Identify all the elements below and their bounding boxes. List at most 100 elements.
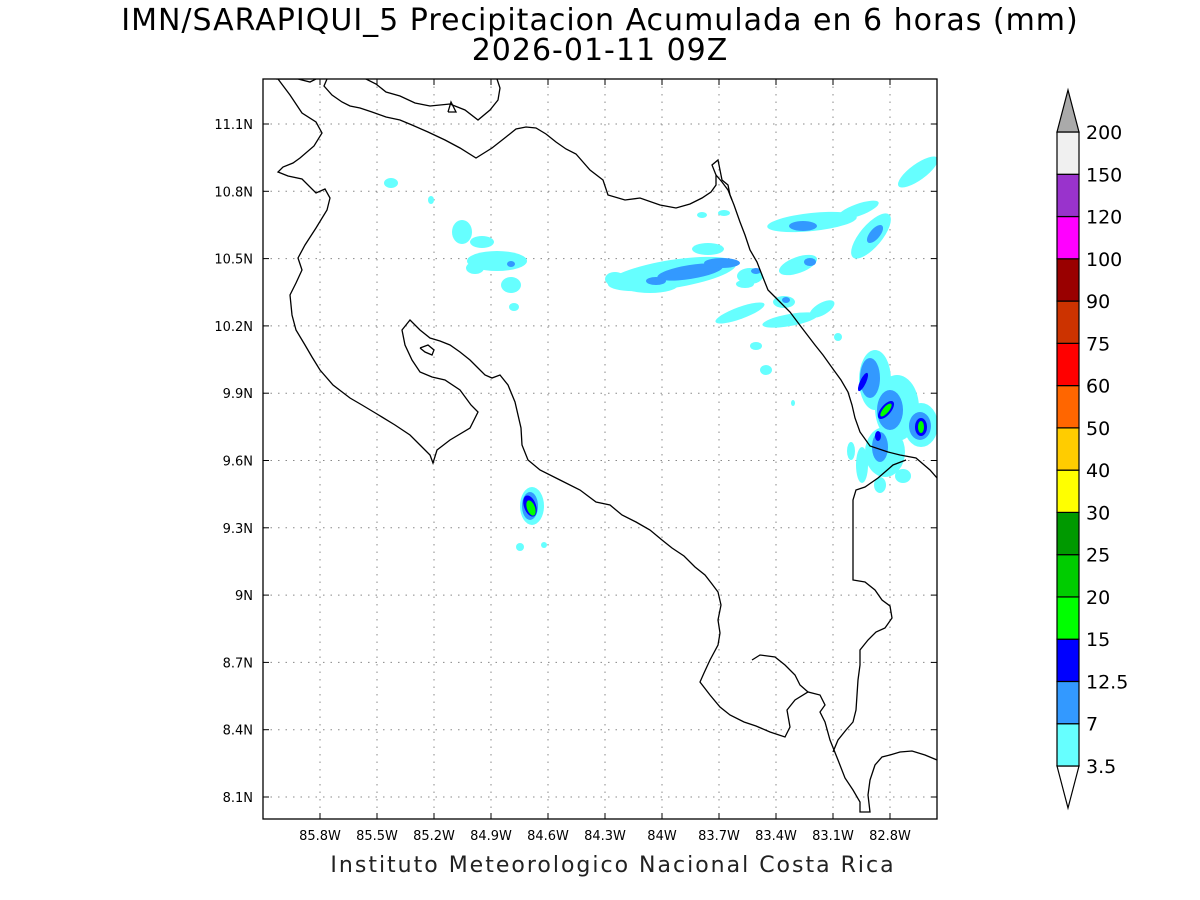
x-tick-label: 83.4W xyxy=(755,829,797,844)
x-tick-label: 83.7W xyxy=(698,829,740,844)
precip-cell xyxy=(789,221,817,231)
colorbar-label: 12.5 xyxy=(1086,671,1128,693)
colorbar-label: 30 xyxy=(1086,502,1110,524)
x-tick-label: 84W xyxy=(647,829,677,844)
colorbar-label: 50 xyxy=(1086,418,1110,440)
y-tick-label: 9.9N xyxy=(223,387,253,402)
colorbar-swatch xyxy=(1056,131,1080,175)
colorbar-label: 200 xyxy=(1086,122,1122,144)
precip-cell xyxy=(501,277,521,293)
precip-cell xyxy=(804,258,816,266)
precip-cell xyxy=(791,400,795,406)
map-frame xyxy=(262,78,938,820)
colorbar-label: 3.5 xyxy=(1086,756,1116,778)
colorbar-swatch xyxy=(1056,469,1080,513)
colorbar-swatch xyxy=(1056,258,1080,302)
precip-cell xyxy=(857,372,869,392)
precip-cell xyxy=(526,500,536,516)
precip-cell xyxy=(762,312,818,328)
precip-cell xyxy=(704,258,740,268)
colorbar-label: 90 xyxy=(1086,291,1110,313)
precip-cell xyxy=(470,236,494,248)
y-tick-label: 8.1N xyxy=(223,791,253,806)
island-outline xyxy=(447,100,458,113)
caribbean-coast-north xyxy=(715,174,733,201)
north-coast-border xyxy=(323,79,937,479)
precip-cell xyxy=(657,263,723,281)
precip-cell xyxy=(860,358,880,398)
colorbar-swatch xyxy=(1056,215,1080,260)
colorbar-label: 7 xyxy=(1086,714,1098,736)
precip-cell xyxy=(866,224,884,244)
precip-cell xyxy=(507,261,515,267)
osa-peninsula xyxy=(751,654,809,693)
x-tick-label: 85.8W xyxy=(299,829,341,844)
colorbar-label: 15 xyxy=(1086,629,1110,651)
coastlines xyxy=(276,79,937,813)
precip-cell xyxy=(809,300,835,318)
colorbar-label: 60 xyxy=(1086,376,1110,398)
x-tick-label: 83.1W xyxy=(812,829,854,844)
lake-nicaragua-shore xyxy=(276,79,501,121)
colorbar-swatch xyxy=(1056,723,1080,767)
precip-cell xyxy=(837,200,879,220)
y-tick-label: 10.2N xyxy=(214,320,253,335)
credit-line: Instituto Meteorologico Nacional Costa R… xyxy=(330,853,896,878)
x-tick-label: 84.3W xyxy=(584,829,626,844)
precip-cell xyxy=(736,280,754,288)
colorbar-min-arrow xyxy=(1056,765,1080,811)
precip-cell xyxy=(646,277,666,285)
precip-cell xyxy=(452,220,472,244)
precip-cell xyxy=(918,421,924,433)
precip-cell xyxy=(428,196,434,204)
precip-cell xyxy=(750,342,762,350)
precip-cell xyxy=(847,442,855,460)
precip-cell xyxy=(875,431,881,441)
precip-cell xyxy=(697,212,707,218)
precip-cell xyxy=(718,210,730,216)
y-tick-label: 8.7N xyxy=(223,656,253,671)
precipitation-field xyxy=(384,156,937,551)
nicaragua-border xyxy=(276,79,937,813)
graticule xyxy=(263,79,937,819)
colorbar-label: 25 xyxy=(1086,545,1110,567)
precip-cell xyxy=(880,403,892,417)
precip-cell xyxy=(874,477,886,493)
colorbar-swatch xyxy=(1056,385,1080,429)
x-tick-label: 82.8W xyxy=(869,829,911,844)
colorbar-label: 100 xyxy=(1086,249,1122,271)
precip-cell xyxy=(782,297,790,303)
y-tick-label: 11.1N xyxy=(214,118,253,133)
colorbar-swatch xyxy=(1056,596,1080,640)
x-tick-label: 84.6W xyxy=(527,829,569,844)
colorbar-label: 150 xyxy=(1086,164,1122,186)
colorbar-swatch xyxy=(1056,173,1080,218)
precip-cell xyxy=(605,272,625,286)
y-tick-label: 9N xyxy=(235,589,253,604)
precip-cell xyxy=(751,268,761,274)
colorbar-swatch xyxy=(1056,427,1080,471)
colorbar: 3.5 7 12.5 15 20 25 30 40 50 60 75 90 100 120 150 200 xyxy=(1056,87,1128,811)
colorbar-swatch xyxy=(1056,300,1080,344)
precip-cell xyxy=(834,333,842,341)
precip-cell xyxy=(509,303,519,311)
map-valid-time: 2026-01-11 09Z xyxy=(471,33,729,68)
precip-cell xyxy=(856,447,868,483)
panama-border xyxy=(832,459,907,753)
precip-cell xyxy=(760,365,772,375)
precip-cell xyxy=(516,543,524,551)
colorbar-swatch xyxy=(1056,511,1080,556)
island-outline xyxy=(419,344,435,356)
colorbar-swatch xyxy=(1056,342,1080,387)
precip-cell xyxy=(715,302,765,324)
colorbar-label: 20 xyxy=(1086,587,1110,609)
colorbar-label: 120 xyxy=(1086,207,1122,229)
y-tick-label: 10.5N xyxy=(214,253,253,268)
x-tick-label: 84.9W xyxy=(470,829,512,844)
y-tick-label: 9.6N xyxy=(223,455,253,470)
colorbar-label: 40 xyxy=(1086,460,1110,482)
axis-ticks: 85.8W 85.5W 85.2W 84.9W 84.6W 84.3W 84W 83.7W 83… xyxy=(214,79,937,844)
colorbar-swatch xyxy=(1056,680,1080,725)
x-tick-label: 85.5W xyxy=(356,829,398,844)
